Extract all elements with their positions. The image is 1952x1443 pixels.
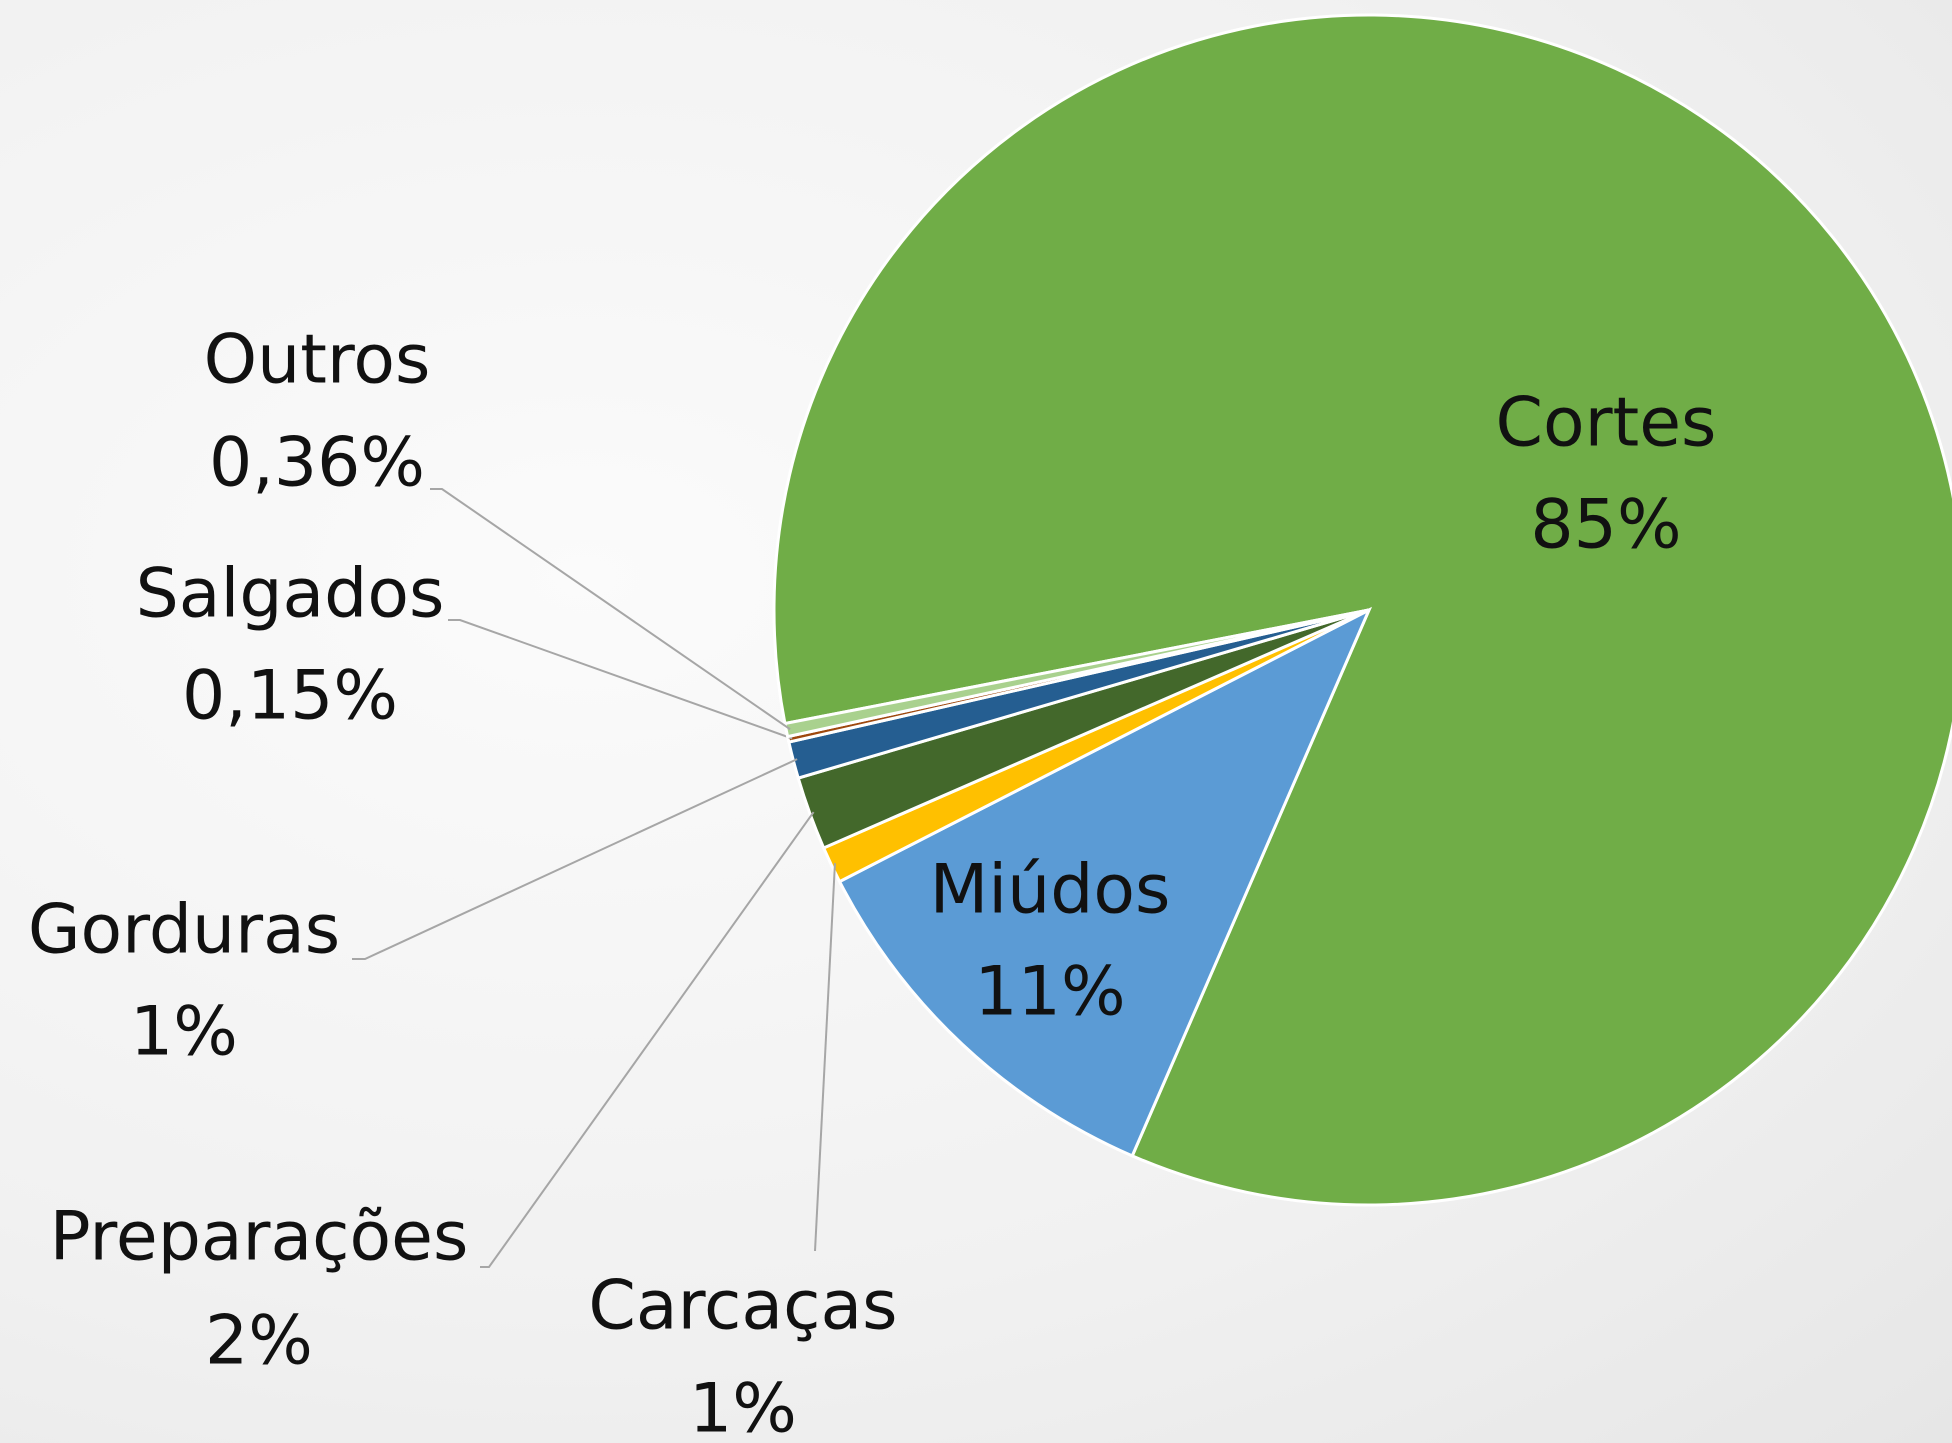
slice-value: 2% [205,1302,313,1381]
leader-line [430,488,791,731]
slice-label: Outros [204,321,431,400]
slice-value: 0,36% [209,424,425,503]
slice-label: Cortes [1496,384,1717,463]
slice-label: Salgados [136,555,445,634]
pie-slice [783,608,1370,739]
slice-value: 85% [1530,486,1681,565]
leader-line [480,811,815,1268]
leader-line [814,863,836,1252]
slice-value: 1% [130,993,238,1072]
leader-line [448,619,793,740]
slice-value: 1% [689,1370,797,1443]
slice-label: Preparações [50,1198,469,1277]
slice-label: Miúdos [930,851,1171,930]
slice-value: 0,15% [182,657,398,736]
slice-value: 11% [974,953,1125,1032]
slice-label: Carcaças [588,1267,897,1346]
leader-line [352,758,798,960]
slice-label: Gorduras [28,891,340,970]
pie-slice [837,606,1373,1158]
